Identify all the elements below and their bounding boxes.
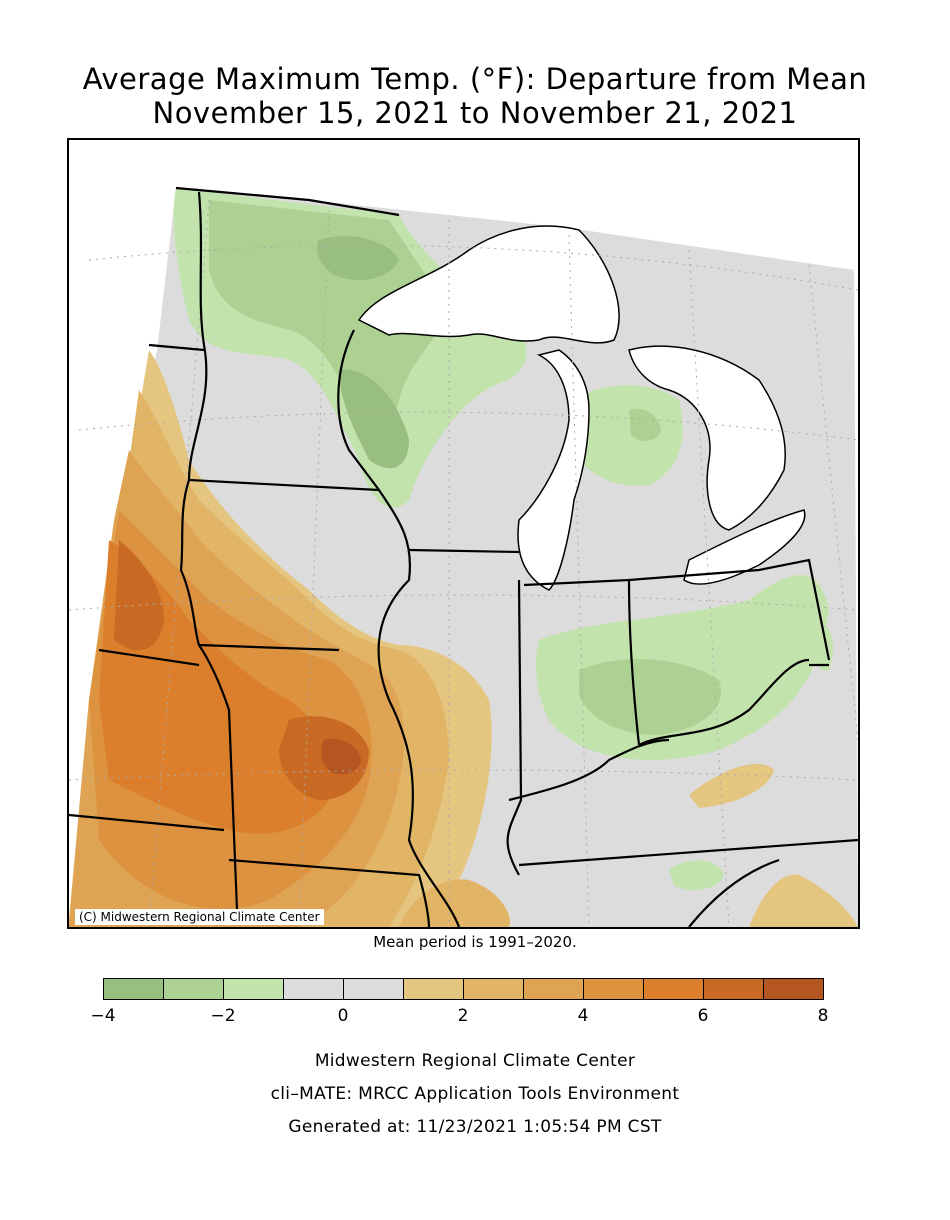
anomaly-warm-6: [114, 540, 164, 651]
anomaly-warm-9: [399, 879, 510, 927]
map-title: Average Maximum Temp. (°F): Departure fr…: [82, 62, 868, 96]
map-panel: (C) Midwestern Regional Climate Center: [67, 138, 860, 929]
legend-tick-label: 4: [577, 1006, 589, 1026]
anomaly-warm-10: [689, 764, 774, 808]
footer-application: cli–MATE: MRCC Application Tools Environ…: [270, 1084, 680, 1104]
map-date-range: November 15, 2021 to November 21, 2021: [152, 96, 798, 130]
anomaly-cool-4: [339, 369, 409, 469]
legend-swatch: [163, 978, 224, 1000]
legend-tick-label: 0: [337, 1006, 349, 1026]
lake-erie: [683, 509, 806, 585]
anomaly-warm-11: [749, 874, 858, 927]
lake-huron: [628, 345, 786, 531]
lake-superior: [357, 225, 620, 344]
lake-ontario-and-canada: [369, 140, 858, 260]
legend-swatch: [463, 978, 524, 1000]
legend-swatch: [523, 978, 584, 1000]
legend-swatch: [703, 978, 764, 1000]
anomaly-cool-9: [669, 860, 724, 891]
copyright-notice: (C) Midwestern Regional Climate Center: [75, 909, 324, 925]
legend-tick-label: 6: [697, 1006, 709, 1026]
anomaly-cool-10: [808, 610, 833, 671]
legend-tick-label: −4: [90, 1006, 116, 1026]
legend-swatch: [343, 978, 404, 1000]
anomaly-cool-3: [317, 236, 399, 280]
anomaly-cool-7: [569, 385, 683, 486]
footer-organization: Midwestern Regional Climate Center: [314, 1051, 636, 1071]
color-legend: [103, 978, 824, 1000]
map-canvas: [69, 140, 858, 927]
legend-swatch: [103, 978, 164, 1000]
graticule: [69, 199, 858, 927]
legend-tick-label: 8: [817, 1006, 829, 1026]
anomaly-warm-8: [321, 738, 361, 775]
legend-swatch: [403, 978, 464, 1000]
legend-swatch: [223, 978, 284, 1000]
legend-tick-label: 2: [457, 1006, 469, 1026]
anomaly-cool-6: [579, 659, 721, 735]
legend-swatch: [583, 978, 644, 1000]
legend-tick-label: −2: [210, 1006, 236, 1026]
lake-michigan: [517, 349, 590, 591]
anomaly-cool-8: [629, 408, 661, 442]
legend-swatch: [643, 978, 704, 1000]
legend-swatch: [283, 978, 344, 1000]
legend-swatch: [763, 978, 824, 1000]
state-borders: [69, 186, 858, 927]
mean-period-note: Mean period is 1991–2020.: [373, 933, 577, 951]
footer-generated-time: Generated at: 11/23/2021 1:05:54 PM CST: [288, 1117, 662, 1137]
